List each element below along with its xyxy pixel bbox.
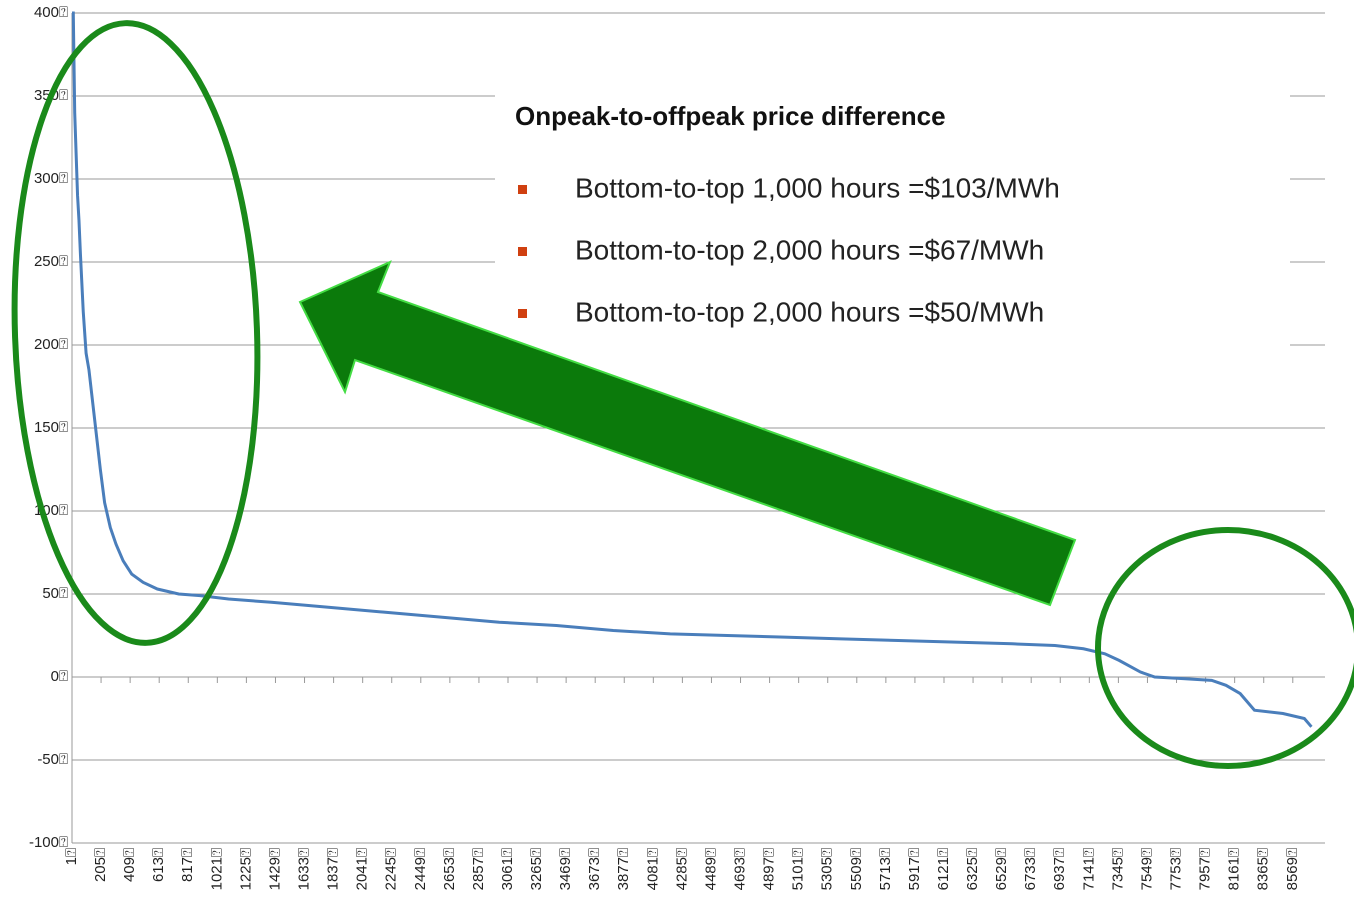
x-tick-label: 7549⍰ — [1138, 848, 1155, 890]
bullet-text: Bottom-to-top 2,000 hours =$67/MWh — [575, 234, 1044, 265]
x-tick-label: 6325⍰ — [964, 848, 981, 890]
x-tick-label: 1225⍰ — [237, 848, 254, 890]
x-tick-label: 5509⍰ — [848, 848, 865, 890]
x-tick-label: 205⍰ — [92, 848, 109, 882]
x-tick-label: 3061⍰ — [499, 848, 516, 890]
highlight-ellipse — [11, 20, 261, 646]
bullet-text: Bottom-to-top 1,000 hours =$103/MWh — [575, 172, 1060, 203]
bullet-marker — [518, 185, 527, 194]
x-tick-label: 1021⍰ — [208, 848, 225, 890]
y-tick-label: 400⍰ — [34, 4, 68, 21]
x-tick-label: 4285⍰ — [673, 848, 690, 890]
x-tick-label: 6733⍰ — [1022, 848, 1039, 890]
x-tick-label: 8569⍰ — [1284, 848, 1301, 890]
arrow — [298, 260, 1077, 607]
x-tick-label: 5101⍰ — [790, 848, 807, 890]
highlight-circle — [1095, 527, 1354, 769]
x-tick-label: 5917⍰ — [906, 848, 923, 890]
y-tick-label: 150⍰ — [34, 419, 68, 436]
x-tick-label: 3673⍰ — [586, 848, 603, 890]
x-tick-label: 4897⍰ — [761, 848, 778, 890]
annotation-title: Onpeak-to-offpeak price difference — [515, 101, 946, 131]
x-tick-label: 5305⍰ — [819, 848, 836, 890]
bullet-marker — [518, 309, 527, 318]
x-tick-label: 2041⍰ — [354, 848, 371, 890]
y-tick-label: 0⍰ — [51, 668, 68, 685]
x-tick-label: 1633⍰ — [295, 848, 312, 890]
x-tick-label: 3469⍰ — [557, 848, 574, 890]
x-tick-label: 7753⍰ — [1167, 848, 1184, 890]
x-tick-label: 409⍰ — [121, 848, 138, 882]
x-tick-label: 613⍰ — [150, 848, 167, 882]
y-tick-label: -50⍰ — [37, 751, 68, 768]
bullet-marker — [518, 247, 527, 256]
x-tick-label: 2245⍰ — [383, 848, 400, 890]
y-tick-label: 200⍰ — [34, 336, 68, 353]
x-tick-label: 817⍰ — [179, 848, 196, 882]
bullet-text: Bottom-to-top 2,000 hours =$50/MWh — [575, 296, 1044, 327]
y-tick-label: 50⍰ — [42, 585, 68, 602]
x-tick-label: 8365⍰ — [1255, 848, 1272, 890]
x-tick-label: 8161⍰ — [1226, 848, 1243, 890]
line-series — [71, 11, 1313, 728]
x-tick-label: 5713⍰ — [877, 848, 894, 890]
x-tick-label: 1837⍰ — [325, 848, 342, 890]
y-tick-label: 300⍰ — [34, 170, 68, 187]
y-tick-label: 250⍰ — [34, 253, 68, 270]
x-tick-label: 6937⍰ — [1051, 848, 1068, 890]
x-tick-label: 7141⍰ — [1080, 848, 1097, 890]
annotation-box — [495, 88, 1290, 353]
x-tick-label: 2449⍰ — [412, 848, 429, 890]
x-tick-label: 4489⍰ — [702, 848, 719, 890]
x-tick-label: 6529⍰ — [993, 848, 1010, 890]
x-tick-label: 7345⍰ — [1109, 848, 1126, 890]
x-tick-label: 7957⍰ — [1197, 848, 1214, 890]
x-tick-label: 2857⍰ — [470, 848, 487, 890]
x-tick-label: 1⍰ — [63, 848, 80, 865]
x-tick-label: 2653⍰ — [441, 848, 458, 890]
x-tick-label: 1429⍰ — [266, 848, 283, 890]
x-tick-label: 4693⍰ — [731, 848, 748, 890]
x-tick-label: 3877⍰ — [615, 848, 632, 890]
x-tick-label: 3265⍰ — [528, 848, 545, 890]
y-tick-label: -100⍰ — [29, 834, 68, 851]
x-tick-label: 4081⍰ — [644, 848, 661, 890]
x-tick-label: 6121⍰ — [935, 848, 952, 890]
